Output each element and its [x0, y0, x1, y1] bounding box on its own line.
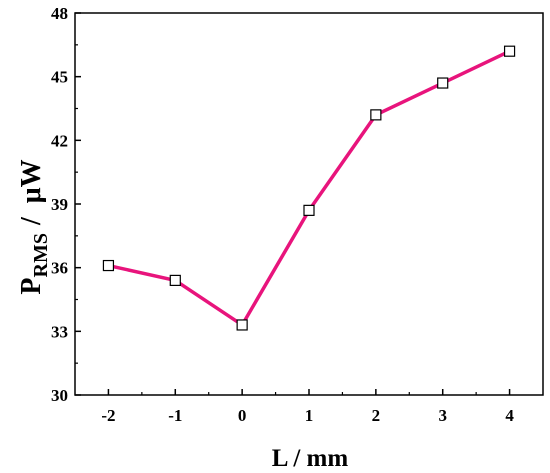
- y-tick-label-3: 39: [51, 195, 68, 214]
- y-tick-label-0: 30: [51, 386, 68, 405]
- x-tick-label-0: -2: [101, 406, 115, 425]
- x-tick-label-6: 4: [505, 406, 514, 425]
- data-point-4: [370, 109, 382, 121]
- y-axis-label: PRMS / μW: [16, 159, 52, 294]
- y-tick-label-4: 42: [51, 131, 68, 150]
- x-tick-label-2: 0: [238, 406, 247, 425]
- series-line-0: [108, 49, 511, 327]
- y-axis-label-subscript: RMS: [30, 233, 52, 277]
- data-point-0: [102, 259, 115, 272]
- y-axis-label-main: P: [16, 278, 47, 295]
- y-axis-label-unit: / μW: [16, 159, 47, 226]
- y-tick-label-2: 36: [51, 259, 68, 278]
- x-axis-label: L / mm: [272, 445, 349, 472]
- x-tick-label-5: 3: [438, 406, 447, 425]
- data-point-2: [236, 319, 248, 331]
- data-point-3: [303, 204, 315, 216]
- x-tick-label-4: 2: [372, 406, 381, 425]
- data-point-1: [169, 274, 181, 286]
- x-tick-label-3: 1: [305, 406, 314, 425]
- y-tick-label-6: 48: [51, 4, 68, 23]
- data-point-6: [503, 45, 516, 57]
- data-point-5: [437, 77, 449, 89]
- y-tick-label-1: 33: [51, 322, 68, 341]
- y-tick-label-5: 45: [51, 68, 68, 87]
- x-tick-label-1: -1: [168, 406, 182, 425]
